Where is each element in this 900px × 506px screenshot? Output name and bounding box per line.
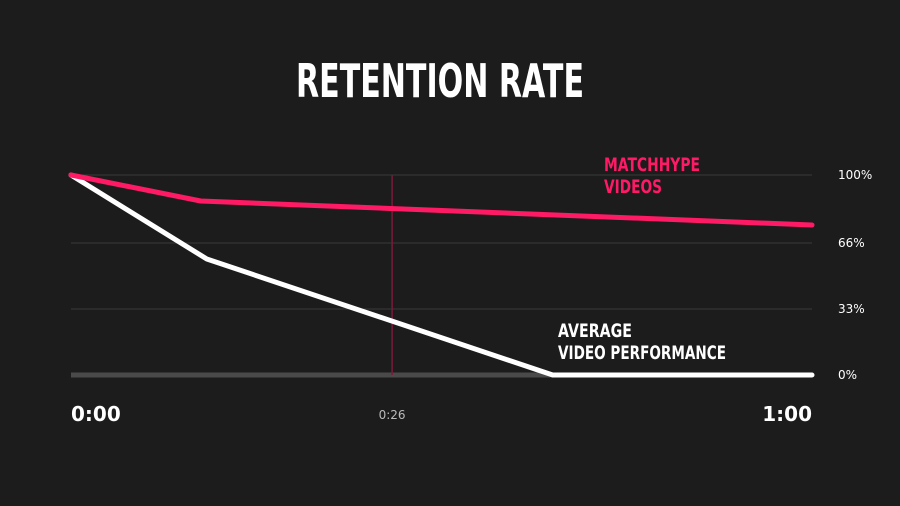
average-series-label-line-2: VIDEO PERFORMANCE	[558, 342, 726, 364]
y-tick-labels: 100% 66% 33% 0%	[838, 168, 872, 382]
series-lines	[68, 172, 815, 378]
average-series-line	[68, 172, 815, 378]
matchhype-series-label-line-2: VIDEOS	[604, 176, 662, 198]
y-tick-label: 33%	[838, 302, 865, 316]
y-tick-label: 100%	[838, 168, 872, 182]
x-tick-label: 1:00	[762, 402, 812, 426]
matchhype-series-label-line-1: MATCHHYPE	[604, 154, 700, 176]
y-tick-label: 66%	[838, 236, 865, 250]
x-tick-labels: 0:00 0:26 1:00	[71, 402, 812, 426]
matchhype-series-line	[68, 172, 815, 228]
x-tick-label: 0:00	[71, 402, 121, 426]
y-tick-label: 0%	[838, 368, 857, 382]
chart-title: RETENTION RATE	[296, 54, 584, 108]
average-series-label-line-1: AVERAGE	[558, 320, 632, 342]
x-tick-label: 0:26	[379, 408, 406, 422]
